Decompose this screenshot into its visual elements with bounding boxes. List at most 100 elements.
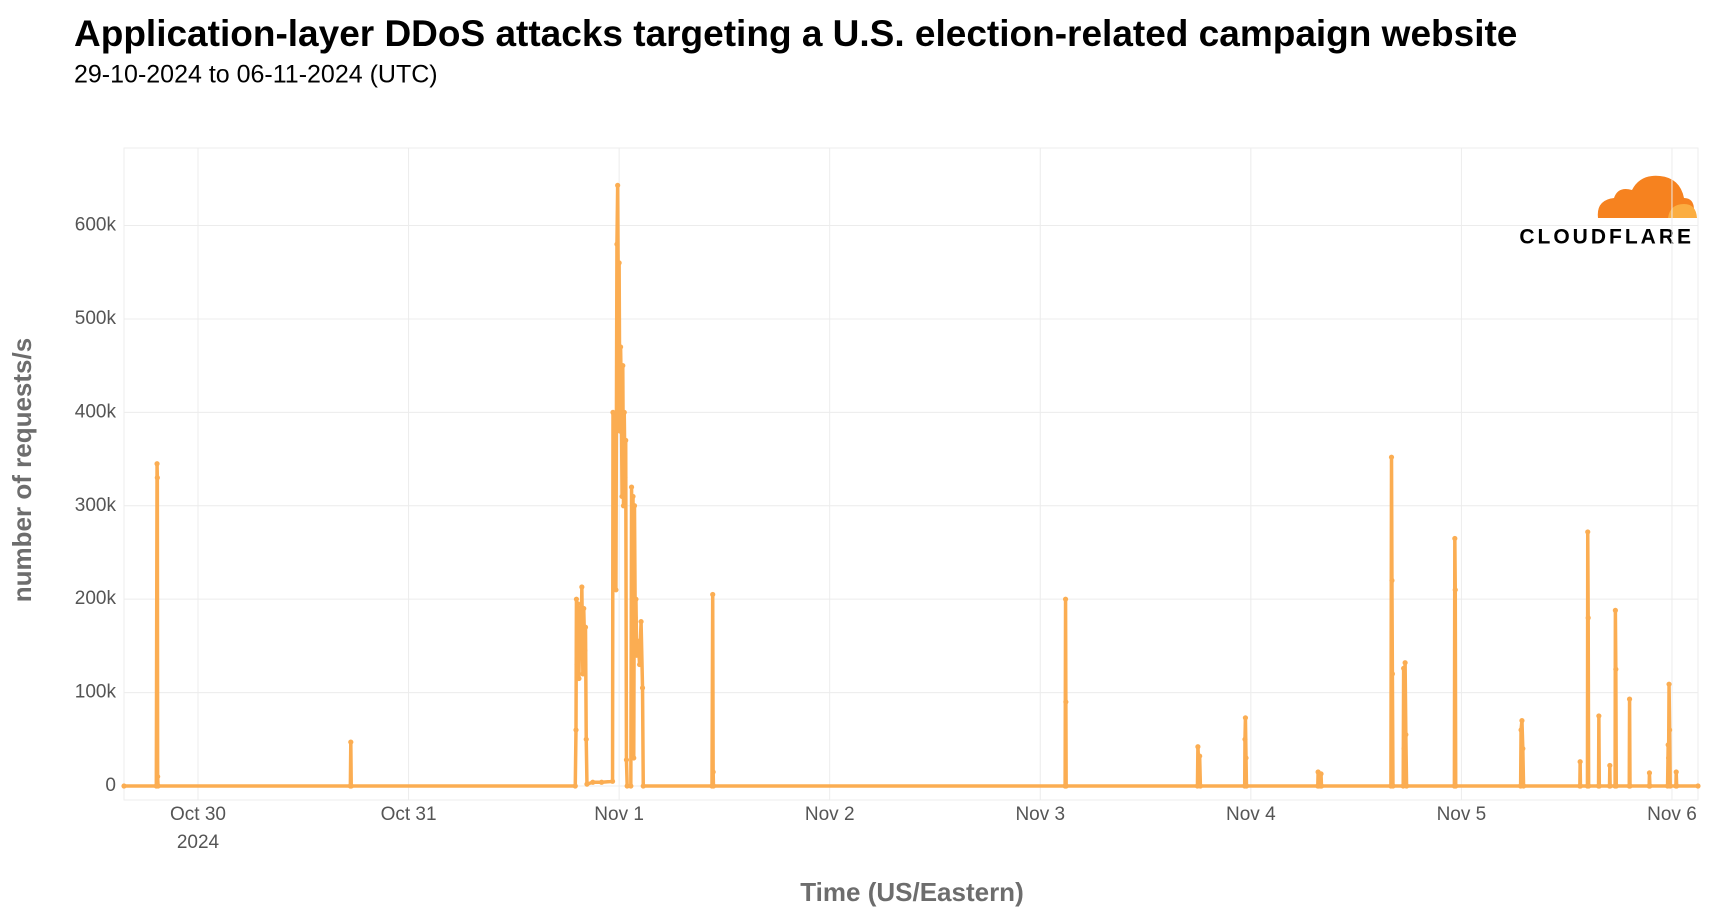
x-tick-label: Nov 6 (1647, 804, 1697, 825)
y-tick-label: 200k (75, 588, 117, 609)
point (637, 661, 643, 668)
point (1403, 783, 1410, 789)
point (1195, 744, 1201, 750)
point (623, 757, 630, 763)
x-tick-label: Nov 4 (1226, 804, 1276, 825)
point (1626, 696, 1633, 702)
point (1596, 783, 1602, 789)
logo-cloud (1597, 175, 1694, 218)
y-tick-label: 300k (75, 495, 117, 516)
point (590, 779, 596, 785)
point (1062, 596, 1069, 602)
point (611, 549, 617, 556)
x-tick-label: Nov 3 (1015, 804, 1065, 825)
point (1197, 753, 1203, 759)
point (615, 182, 621, 188)
point (1695, 783, 1701, 789)
point (155, 774, 161, 780)
point (1646, 770, 1653, 776)
y-tick-label: 600k (75, 215, 117, 236)
point (1403, 732, 1409, 738)
point (154, 461, 160, 467)
x-tick-label: Nov 1 (594, 804, 644, 825)
point (1607, 783, 1613, 789)
point (1585, 529, 1591, 535)
point (631, 755, 637, 761)
point (1453, 783, 1459, 789)
x-tick-label: Nov 5 (1437, 804, 1487, 825)
point (1318, 783, 1325, 789)
y-tick-label: 100k (75, 682, 117, 703)
point (580, 671, 586, 677)
point (630, 493, 636, 500)
point (582, 624, 589, 630)
grid (124, 148, 1698, 800)
point (620, 363, 626, 369)
point (574, 661, 580, 668)
point (1612, 607, 1618, 613)
point (1577, 783, 1584, 789)
logo-text: CLOUDFLARE (1519, 226, 1694, 249)
point (1577, 759, 1583, 765)
point (639, 685, 646, 691)
point (1613, 666, 1619, 672)
point (609, 778, 616, 784)
point (623, 437, 629, 443)
point (573, 727, 579, 733)
point (583, 736, 589, 742)
point (1667, 727, 1673, 733)
point (598, 779, 605, 785)
point (1063, 699, 1069, 705)
point (710, 783, 717, 789)
point (1242, 736, 1248, 742)
point (575, 601, 581, 607)
point (616, 260, 622, 266)
point (1673, 769, 1679, 775)
point (1585, 615, 1591, 621)
point (1666, 755, 1672, 761)
point (617, 428, 623, 434)
point (582, 647, 588, 654)
point (1607, 762, 1613, 769)
point (1318, 771, 1324, 777)
point (1401, 665, 1407, 671)
point (1242, 715, 1249, 721)
chart-subtitle: 29-10-2024 to 06-11-2024 (UTC) (74, 61, 438, 89)
point (638, 618, 644, 625)
point (579, 584, 585, 590)
point (1401, 746, 1407, 752)
point (1243, 783, 1250, 789)
point (572, 783, 578, 789)
point (348, 783, 354, 789)
point (618, 391, 624, 397)
point (634, 652, 640, 658)
point (154, 475, 160, 481)
y-axis-title: number of requests/s (7, 338, 37, 602)
x-tick-label: Nov 2 (805, 804, 855, 825)
point (617, 344, 624, 350)
point (624, 783, 630, 789)
point (628, 783, 634, 789)
point (1520, 746, 1526, 752)
point (1666, 681, 1672, 687)
point (1402, 660, 1408, 666)
point (614, 241, 620, 247)
point (1197, 783, 1203, 789)
point (573, 596, 580, 602)
point (348, 739, 354, 745)
point (635, 638, 641, 644)
y-tick-label: 400k (75, 401, 117, 422)
point (620, 503, 627, 509)
point (615, 316, 621, 322)
point (612, 447, 618, 453)
point (629, 596, 635, 602)
point (621, 409, 627, 415)
point (155, 783, 161, 789)
chart-title: Application-layer DDoS attacks targeting… (74, 13, 1517, 54)
point (1665, 742, 1671, 748)
x-tick-label: Oct 31 (381, 804, 437, 825)
point (1627, 783, 1633, 789)
point (1586, 783, 1592, 789)
y-tick-label: 0 (105, 775, 116, 796)
